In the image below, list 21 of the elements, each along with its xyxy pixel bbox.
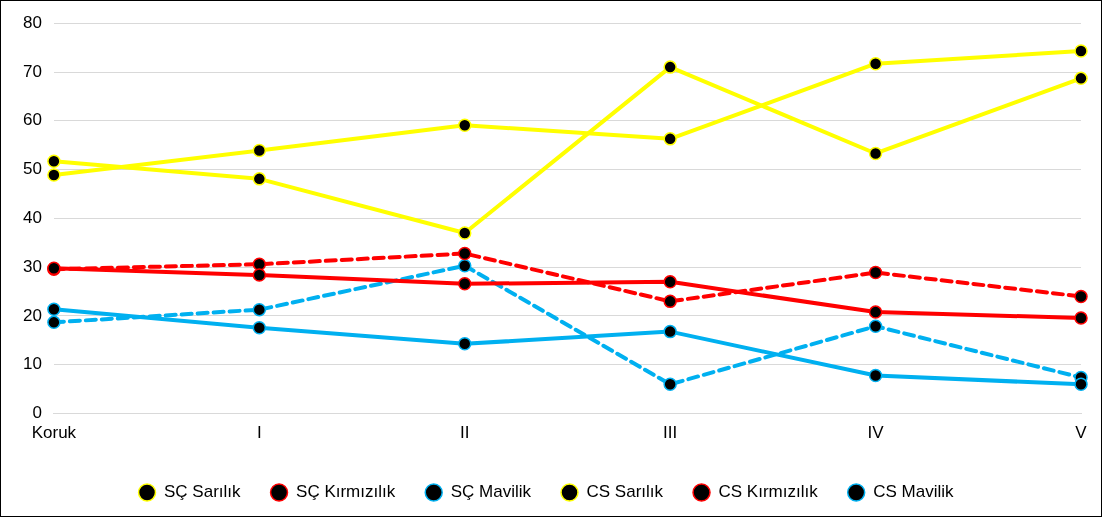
- y-tick-label: 60: [22, 110, 42, 130]
- x-tick-label: II: [460, 423, 470, 443]
- x-tick-label: IV: [867, 423, 885, 443]
- y-tick-label: 40: [22, 208, 42, 228]
- legend-label: SÇ Sarılık: [164, 482, 242, 502]
- y-tick-label: 0: [32, 403, 42, 423]
- legend-label: CS Sarılık: [586, 482, 664, 502]
- y-tick-label: 30: [22, 256, 42, 276]
- legend-label: CS Mavilik: [873, 482, 954, 502]
- y-tick-label: 10: [22, 354, 42, 374]
- y-tick-label: 50: [22, 159, 42, 179]
- x-tick-label: V: [1075, 423, 1088, 443]
- y-tick-label: 80: [22, 12, 42, 32]
- y-tick-label: 70: [22, 61, 42, 81]
- legend-label: SÇ Kırmızılık: [296, 482, 396, 502]
- y-tick-label: 20: [22, 305, 42, 325]
- legend-label: CS Kırmızılık: [718, 482, 819, 502]
- x-tick-label: Koruk: [31, 423, 77, 443]
- legend-label: SÇ Mavilik: [450, 482, 532, 502]
- x-tick-label: III: [663, 423, 678, 443]
- x-tick-label: I: [256, 423, 262, 443]
